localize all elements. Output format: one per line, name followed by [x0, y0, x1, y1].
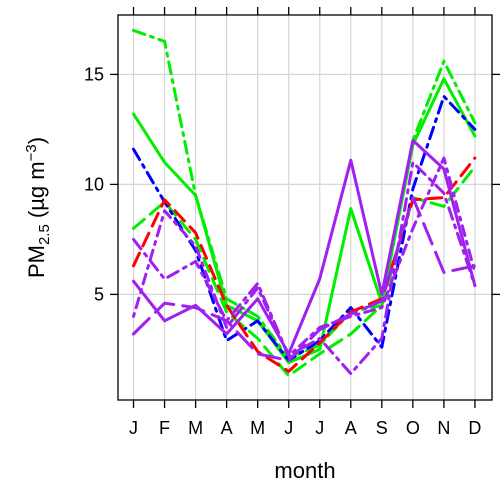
x-tick-label: A — [221, 418, 233, 438]
plot-frame — [117, 14, 493, 401]
y-tick-label: 15 — [84, 64, 104, 84]
x-tick-label: J — [129, 418, 138, 438]
x-axis-label: month — [274, 458, 335, 483]
series-line-8 — [132, 160, 477, 376]
series-line-7 — [132, 196, 477, 362]
x-tick-label: F — [159, 418, 170, 438]
y-label-unit-close: ) — [24, 137, 49, 144]
x-tick-label: S — [376, 418, 388, 438]
y-tick-label: 10 — [84, 174, 104, 194]
y-label-subscript: 2.5 — [36, 224, 53, 245]
y-label-unit-open: (µg m — [24, 161, 49, 224]
y-axis-label: PM2.5 (µg m−3) — [23, 137, 53, 278]
series-layer — [132, 28, 477, 378]
series-line-9 — [132, 156, 477, 358]
series-line-2 — [132, 28, 477, 360]
x-tick-label: N — [437, 418, 450, 438]
x-tick-label: M — [250, 418, 265, 438]
x-tick-label: J — [284, 418, 293, 438]
y-tick-label: 5 — [94, 284, 104, 304]
y-label-base: PM — [24, 245, 49, 278]
x-tick-label: O — [406, 418, 420, 438]
x-tick-label: A — [345, 418, 357, 438]
y-label-superscript: −3 — [23, 144, 40, 161]
series-line-5 — [132, 156, 477, 373]
x-tick-label: D — [468, 418, 481, 438]
x-tick-label: M — [188, 418, 203, 438]
x-tick-label: J — [315, 418, 324, 438]
